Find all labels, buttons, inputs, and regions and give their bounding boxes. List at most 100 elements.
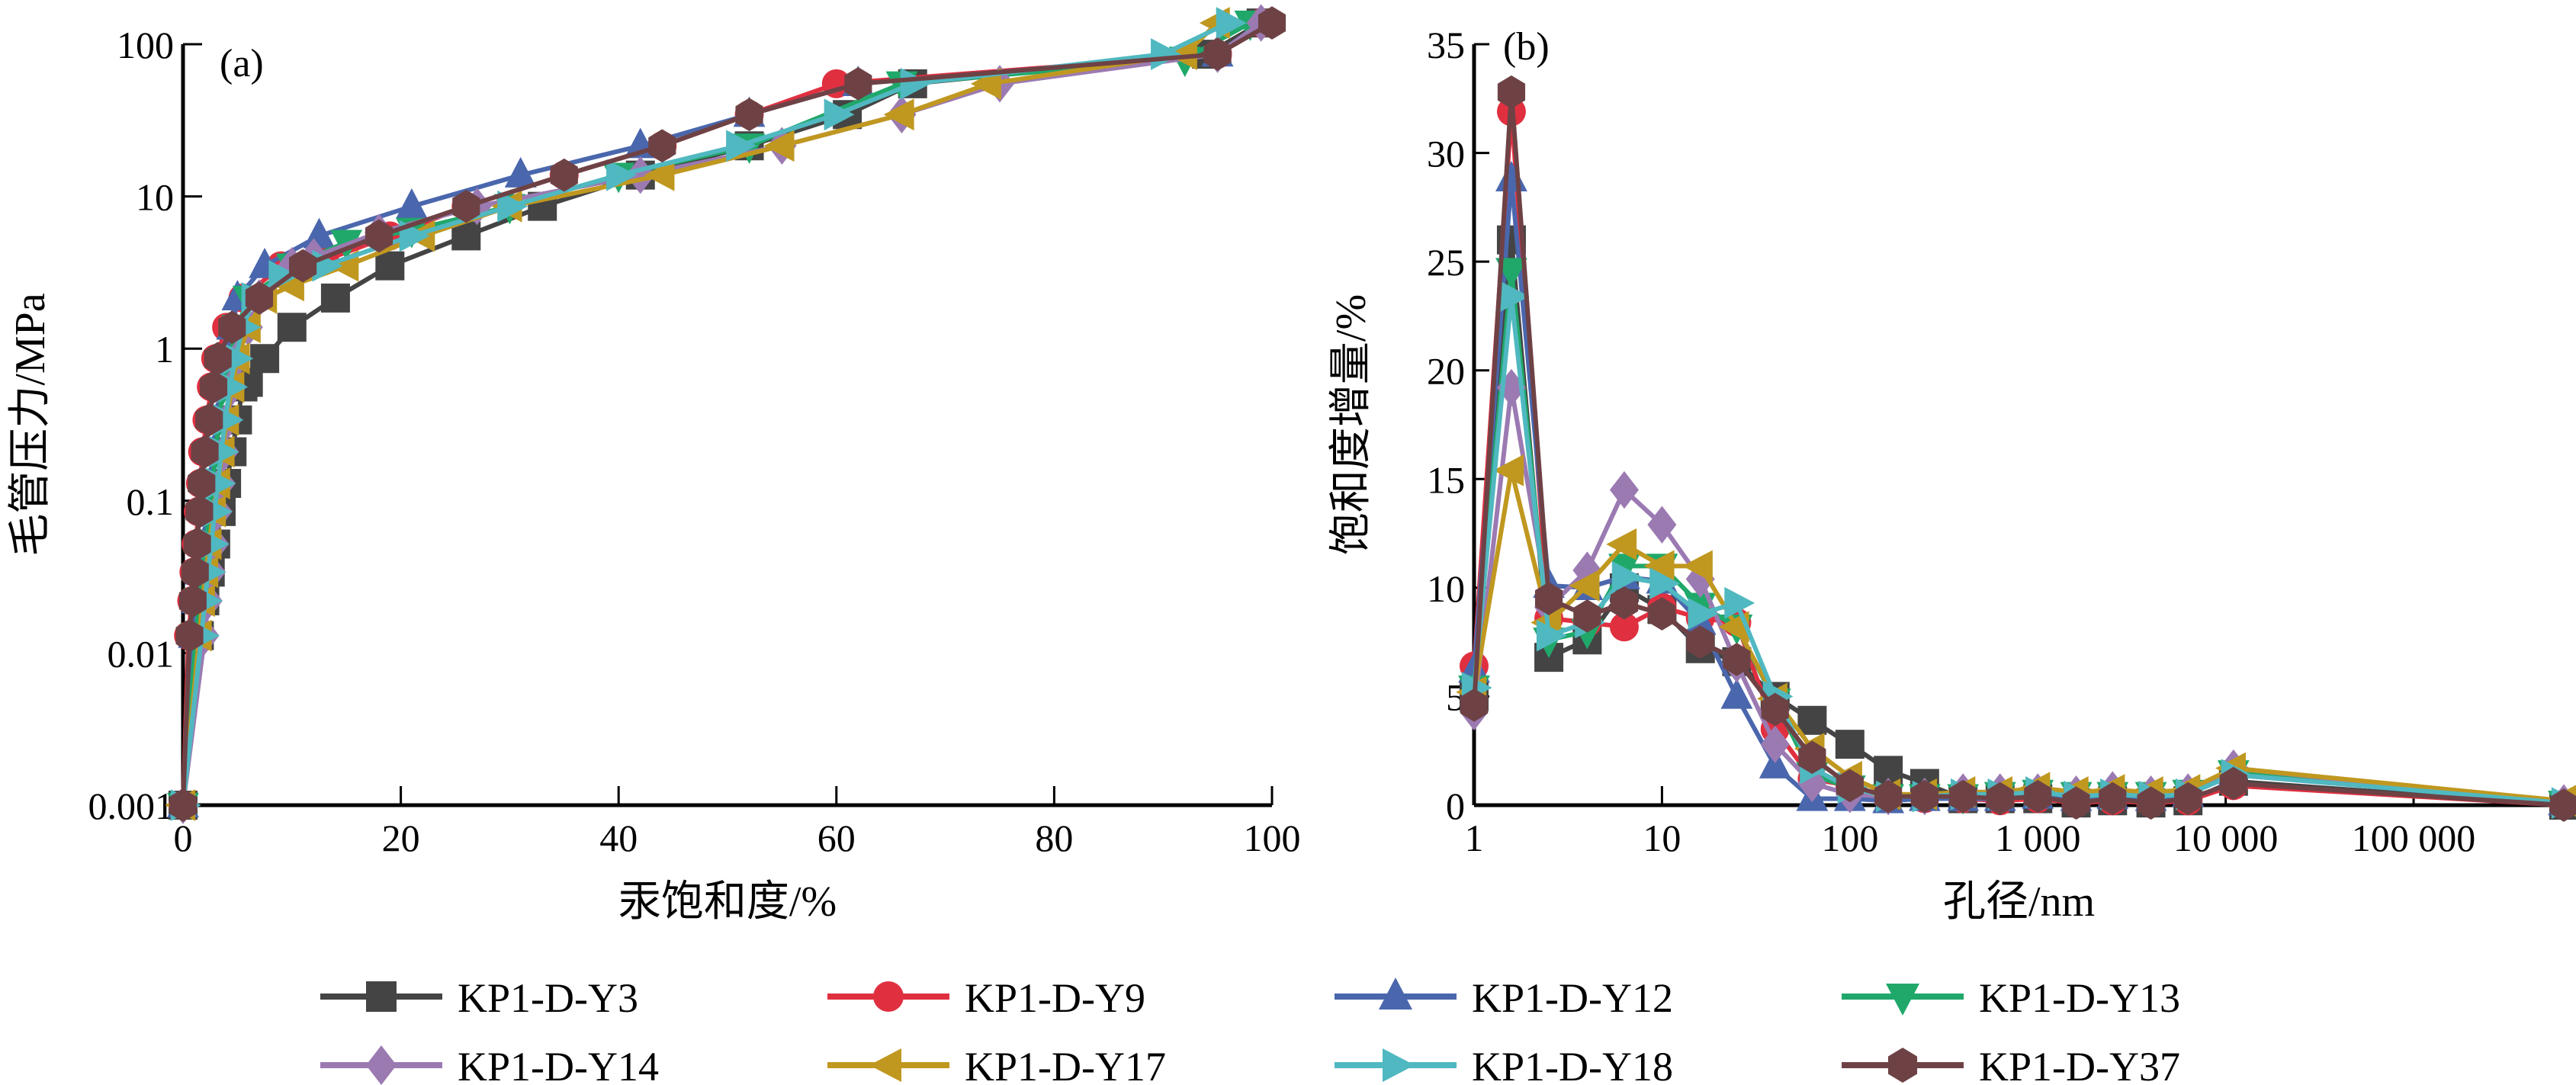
legend-marker-circle (873, 981, 904, 1012)
legend-marker-triangle-up (1379, 977, 1412, 1010)
data-point (288, 249, 317, 283)
panel-b-pore-size-distribution-chart: 1 10 100 1 000 10 000 100 00005101520253035孔径… (1328, 24, 2576, 926)
series-line (181, 21, 1230, 806)
data-point (1910, 779, 1938, 814)
y-axis-label: 毛管压力/MPa (7, 293, 54, 556)
data-point (365, 219, 393, 253)
data-point (2024, 779, 2052, 814)
legend-marker-diamond (366, 1045, 397, 1085)
data-point (1498, 280, 1530, 313)
legend-marker-triangle-down (1886, 984, 1919, 1016)
y-tick-label: 10 (1427, 567, 1465, 610)
x-tick-label: 60 (817, 817, 856, 859)
series-line (181, 21, 1263, 806)
data-point (1986, 782, 2014, 816)
data-point (169, 788, 198, 822)
data-point (277, 313, 307, 342)
legend-label: KP1-D-Y14 (458, 1044, 659, 1085)
data-point (1761, 692, 1789, 727)
data-point (181, 555, 209, 589)
panel-label: (a) (220, 42, 264, 85)
data-point (1688, 598, 1719, 630)
y-tick-label: 30 (1427, 133, 1465, 175)
data-point (1495, 161, 1527, 191)
data-point (726, 130, 757, 162)
data-point (204, 342, 232, 376)
data-point (606, 159, 637, 191)
data-point (1647, 506, 1677, 544)
legend-item: KP1-D-Y13 (1842, 975, 2180, 1021)
data-point (1724, 586, 1755, 619)
series-line (1472, 89, 2565, 807)
data-point (303, 217, 336, 249)
y-tick-label: 0 (1446, 785, 1465, 827)
data-point (2099, 782, 2127, 816)
legend-item: KP1-D-Y18 (1335, 1044, 1673, 1085)
y-tick-label: 1 (155, 328, 174, 371)
data-point (1686, 625, 1714, 659)
legend-label: KP1-D-Y37 (1979, 1044, 2180, 1085)
legend-marker-triangle-left (869, 1048, 901, 1082)
data-point (883, 98, 914, 131)
series-KP1-D-Y14 (169, 4, 1276, 824)
legend-marker-hexagon (1887, 1048, 1918, 1083)
series-line (1472, 268, 2565, 806)
data-point (1759, 747, 1791, 778)
data-point (1569, 570, 1600, 602)
data-point (2174, 782, 2202, 816)
y-tick-label: 15 (1427, 458, 1465, 501)
data-point (1495, 258, 1527, 289)
x-tick-label: 40 (599, 817, 638, 859)
x-tick-label: 80 (1035, 817, 1073, 859)
y-tick-label: 0.001 (88, 785, 175, 827)
data-point (451, 221, 481, 251)
data-point (178, 584, 207, 618)
data-point (1720, 678, 1753, 709)
legend-marker-triangle-right (1383, 1048, 1415, 1082)
data-point (497, 190, 528, 223)
series-line (1472, 467, 2565, 804)
data-point (1572, 551, 1602, 589)
data-point (395, 188, 428, 219)
data-point (218, 310, 246, 345)
data-point (1797, 764, 1827, 803)
series-KP1-D-Y9 (169, 8, 1276, 820)
data-point (2137, 786, 2165, 820)
data-point (1216, 7, 1247, 39)
x-tick-label: 100 (1244, 817, 1301, 859)
data-point (2062, 786, 2090, 820)
data-point (648, 129, 676, 163)
data-point (1648, 597, 1676, 631)
data-point (183, 527, 211, 561)
data-point (1536, 619, 1567, 652)
series-line (181, 21, 1251, 806)
data-point (1643, 550, 1675, 583)
data-point (1167, 38, 1197, 70)
data-point (175, 618, 204, 653)
data-point (1493, 454, 1524, 486)
series-line (181, 21, 1263, 806)
data-point (1257, 6, 1286, 40)
series-line (181, 21, 1263, 806)
data-point (1203, 37, 1232, 71)
data-point (1606, 528, 1637, 560)
series-line (181, 21, 1263, 806)
data-point (1609, 470, 1639, 509)
data-point (1835, 730, 1865, 759)
y-tick-label: 0.1 (127, 480, 175, 523)
y-axis-label: 饱和度增量/% (1328, 294, 1375, 555)
legend-item: KP1-D-Y3 (320, 975, 638, 1021)
data-point (1760, 725, 1790, 763)
data-point (735, 98, 763, 132)
y-tick-label: 100 (117, 24, 174, 66)
data-point (1797, 705, 1827, 735)
data-point (1836, 769, 1864, 803)
series-line (1472, 237, 2565, 807)
data-point (250, 344, 280, 374)
data-point (2549, 788, 2576, 822)
series-KP1-D-Y3 (1460, 225, 2576, 820)
legend-label: KP1-D-Y9 (965, 975, 1145, 1021)
x-axis-label: 汞饱和度/% (618, 878, 837, 926)
data-point (550, 158, 578, 192)
data-point (763, 130, 795, 162)
